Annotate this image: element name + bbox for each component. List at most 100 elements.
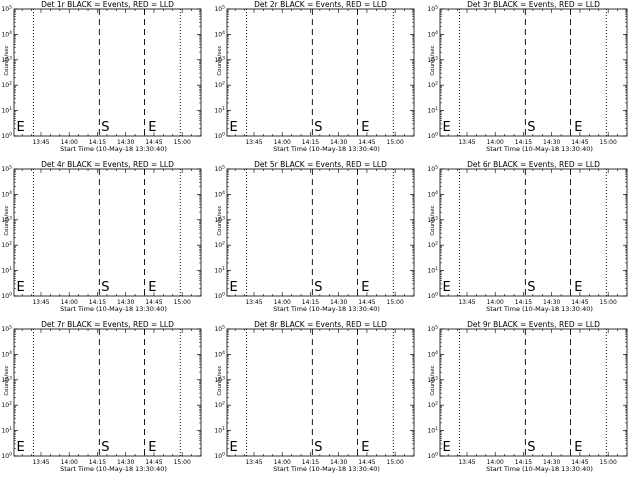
y-tick-label: 100 <box>214 292 225 301</box>
event-marker-label: E <box>574 280 582 295</box>
x-axis-label: Start Time (10-May-18 13:30:40) <box>60 465 167 473</box>
y-tick-label: 103 <box>427 375 438 384</box>
y-tick-label: 103 <box>1 55 12 64</box>
y-tick-label: 100 <box>1 292 12 301</box>
x-tick-label: 13:45 <box>245 459 262 466</box>
y-axis-label: Counts/sec <box>430 45 436 75</box>
y-tick-label: 104 <box>1 350 12 359</box>
y-axis-label: Counts/sec <box>430 205 436 235</box>
plot-frame <box>13 328 202 457</box>
x-tick-label: 14:45 <box>145 459 162 466</box>
event-marker-label: E <box>148 280 156 295</box>
y-tick-label: 102 <box>427 81 438 90</box>
y-tick-label: 103 <box>214 375 225 384</box>
event-marker-label: E <box>361 280 369 295</box>
plot-frame <box>226 8 415 137</box>
x-tick-label: 14:30 <box>543 139 560 146</box>
x-tick-label: 14:15 <box>89 459 106 466</box>
y-tick-label: 104 <box>214 350 225 359</box>
x-axis-label: Start Time (10-May-18 13:30:40) <box>486 465 593 473</box>
x-tick-label: 15:00 <box>387 299 404 306</box>
y-axis-label: Counts/sec <box>217 205 223 235</box>
x-tick-label: 14:00 <box>61 299 78 306</box>
x-tick-label: 14:15 <box>302 139 319 146</box>
x-tick-label: 14:30 <box>543 299 560 306</box>
y-tick-label: 102 <box>214 81 225 90</box>
x-tick-label: 15:00 <box>174 139 191 146</box>
x-axis-label: Start Time (10-May-18 13:30:40) <box>273 305 380 313</box>
x-tick-label: 14:15 <box>89 299 106 306</box>
y-tick-label: 105 <box>214 165 225 174</box>
y-tick-label: 102 <box>1 401 12 410</box>
x-tick-label: 14:00 <box>487 299 504 306</box>
panel-title: Det 7r BLACK = Events, RED = LLD <box>41 320 174 329</box>
x-tick-label: 15:00 <box>174 459 191 466</box>
event-marker-label: E <box>443 280 451 295</box>
x-tick-label: 14:15 <box>302 459 319 466</box>
event-marker-label: E <box>148 440 156 455</box>
event-marker-label: E <box>17 120 25 135</box>
plot-frame <box>439 328 628 457</box>
x-tick-label: 14:00 <box>274 139 291 146</box>
event-marker-label: E <box>443 120 451 135</box>
y-tick-label: 105 <box>1 325 12 334</box>
plot-frame <box>226 168 415 297</box>
event-marker-label: S <box>527 280 535 295</box>
x-tick-label: 14:15 <box>515 459 532 466</box>
event-marker-label: S <box>314 440 322 455</box>
y-tick-label: 102 <box>1 81 12 90</box>
event-marker-label: S <box>527 440 535 455</box>
event-marker-label: E <box>574 120 582 135</box>
panel-title: Det 8r BLACK = Events, RED = LLD <box>254 320 387 329</box>
x-tick-label: 14:15 <box>515 139 532 146</box>
x-tick-label: 14:30 <box>330 139 347 146</box>
x-tick-label: 14:15 <box>515 299 532 306</box>
y-tick-label: 104 <box>427 350 438 359</box>
y-tick-label: 103 <box>427 215 438 224</box>
event-marker-label: S <box>101 120 109 135</box>
detector-panel: Det 5r BLACK = Events, RED = LLD 100 101 10… <box>214 160 415 313</box>
detector-panel: Det 8r BLACK = Events, RED = LLD 100 101 10… <box>214 320 415 473</box>
panel-title: Det 6r BLACK = Events, RED = LLD <box>467 160 600 169</box>
y-tick-label: 102 <box>427 241 438 250</box>
y-axis-label: Counts/sec <box>217 45 223 75</box>
x-tick-label: 13:45 <box>245 299 262 306</box>
y-tick-label: 100 <box>427 132 438 141</box>
y-tick-label: 100 <box>1 132 12 141</box>
event-marker-label: E <box>230 280 238 295</box>
event-marker-label: S <box>101 280 109 295</box>
event-marker-label: E <box>361 440 369 455</box>
y-tick-label: 105 <box>1 165 12 174</box>
x-tick-label: 13:45 <box>32 299 49 306</box>
event-marker-label: E <box>17 440 25 455</box>
x-tick-label: 13:45 <box>458 299 475 306</box>
y-tick-label: 104 <box>427 30 438 39</box>
event-marker-label: S <box>527 120 535 135</box>
y-tick-label: 103 <box>214 55 225 64</box>
event-marker-label: E <box>443 440 451 455</box>
x-tick-label: 15:00 <box>174 299 191 306</box>
y-axis-label: Counts/sec <box>4 205 10 235</box>
y-tick-label: 103 <box>427 55 438 64</box>
y-tick-label: 101 <box>1 426 12 435</box>
x-tick-label: 14:45 <box>358 299 375 306</box>
detector-panel: Det 4r BLACK = Events, RED = LLD 100 101 10… <box>1 160 202 313</box>
detector-panel: Det 3r BLACK = Events, RED = LLD 100 101 10… <box>427 0 628 153</box>
y-tick-label: 101 <box>427 106 438 115</box>
detector-panel: Det 2r BLACK = Events, RED = LLD 100 101 10… <box>214 0 415 153</box>
y-tick-label: 103 <box>1 215 12 224</box>
y-tick-label: 102 <box>1 241 12 250</box>
y-tick-label: 101 <box>214 426 225 435</box>
panel-title: Det 9r BLACK = Events, RED = LLD <box>467 320 600 329</box>
y-tick-label: 101 <box>1 266 12 275</box>
x-axis-label: Start Time (10-May-18 13:30:40) <box>273 465 380 473</box>
y-tick-label: 102 <box>427 401 438 410</box>
event-marker-label: E <box>230 440 238 455</box>
x-axis-label: Start Time (10-May-18 13:30:40) <box>273 145 380 153</box>
x-tick-label: 14:00 <box>487 139 504 146</box>
y-tick-label: 101 <box>1 106 12 115</box>
y-tick-label: 105 <box>427 165 438 174</box>
x-tick-label: 14:45 <box>145 299 162 306</box>
x-axis-label: Start Time (10-May-18 13:30:40) <box>486 305 593 313</box>
